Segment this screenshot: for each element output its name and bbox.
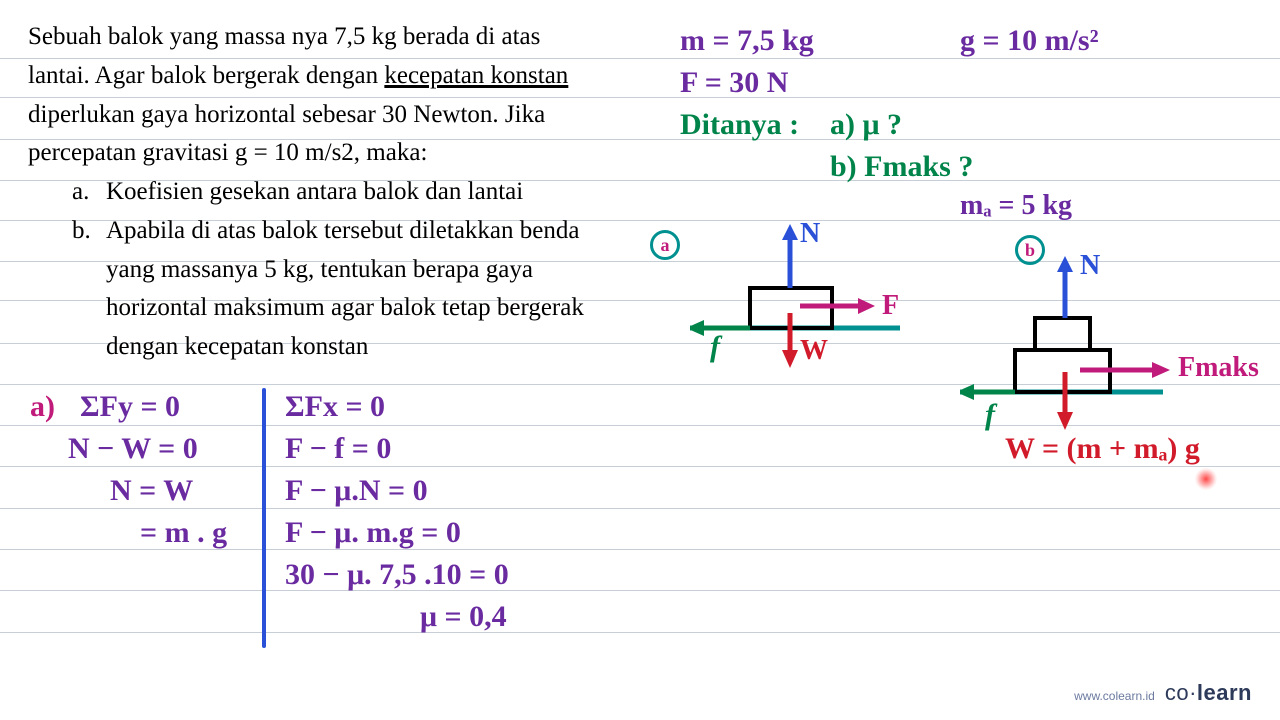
problem-p1c: diperlukan gaya horizontal sebesar 30 Ne…	[28, 101, 545, 167]
footer-url: www.colearn.id	[1074, 689, 1155, 703]
item-a-label: a.	[72, 173, 106, 212]
fbd-b	[960, 252, 1260, 432]
solution-separator	[262, 388, 266, 648]
fbd-b-N: N	[1080, 250, 1100, 282]
fbd-a-N: N	[800, 218, 820, 250]
fbd-b-f: f	[985, 398, 995, 432]
solA-r1: ΣFx = 0	[285, 390, 385, 424]
solA-r2: F − f = 0	[285, 432, 391, 466]
ditanya-a: a) μ ?	[830, 108, 902, 142]
given-g: g = 10 m/s²	[960, 24, 1099, 58]
fbd-a-f: f	[710, 330, 720, 364]
solA-l2: N − W = 0	[68, 432, 198, 466]
solA-l3: N = W	[110, 474, 193, 508]
ditanya-b: b) Fmaks ?	[830, 150, 973, 184]
brand-b: learn	[1197, 680, 1252, 705]
red-cursor-dot	[1195, 468, 1217, 490]
solA-l1: ΣFy = 0	[80, 390, 180, 424]
solA-r6: μ = 0,4	[420, 600, 507, 634]
footer: www.colearn.id co·learn	[1074, 680, 1252, 706]
item-b-label: b.	[72, 212, 106, 367]
fbd-b-Fmaks: Fmaks	[1178, 352, 1259, 384]
fbd-a-F: F	[882, 290, 899, 322]
given-ma: mₐ = 5 kg	[960, 190, 1072, 222]
solA-r5: 30 − μ. 7,5 .10 = 0	[285, 558, 509, 592]
problem-text: Sebuah balok yang massa nya 7,5 kg berad…	[28, 18, 598, 367]
circle-a: a	[650, 230, 680, 260]
item-a-text: Koefisien gesekan antara balok dan lanta…	[106, 173, 523, 212]
given-m: m = 7,5 kg	[680, 24, 814, 58]
problem-p1b: kecepatan konstan	[384, 62, 568, 89]
item-b-text: Apabila di atas balok tersebut diletakka…	[106, 212, 598, 367]
solA-r3: F − μ.N = 0	[285, 474, 428, 508]
fbd-a-W: W	[800, 335, 828, 367]
fbd-b-W: W = (m + mₐ) g	[1005, 432, 1200, 466]
solA-head: a)	[30, 390, 55, 424]
brand-a: co	[1165, 680, 1189, 705]
given-F: F = 30 N	[680, 66, 788, 100]
solA-r4: F − μ. m.g = 0	[285, 516, 461, 550]
solA-l4: = m . g	[140, 516, 227, 550]
footer-brand: co·learn	[1165, 680, 1252, 706]
brand-dot: ·	[1189, 680, 1197, 705]
ditanya-label: Ditanya :	[680, 108, 799, 142]
